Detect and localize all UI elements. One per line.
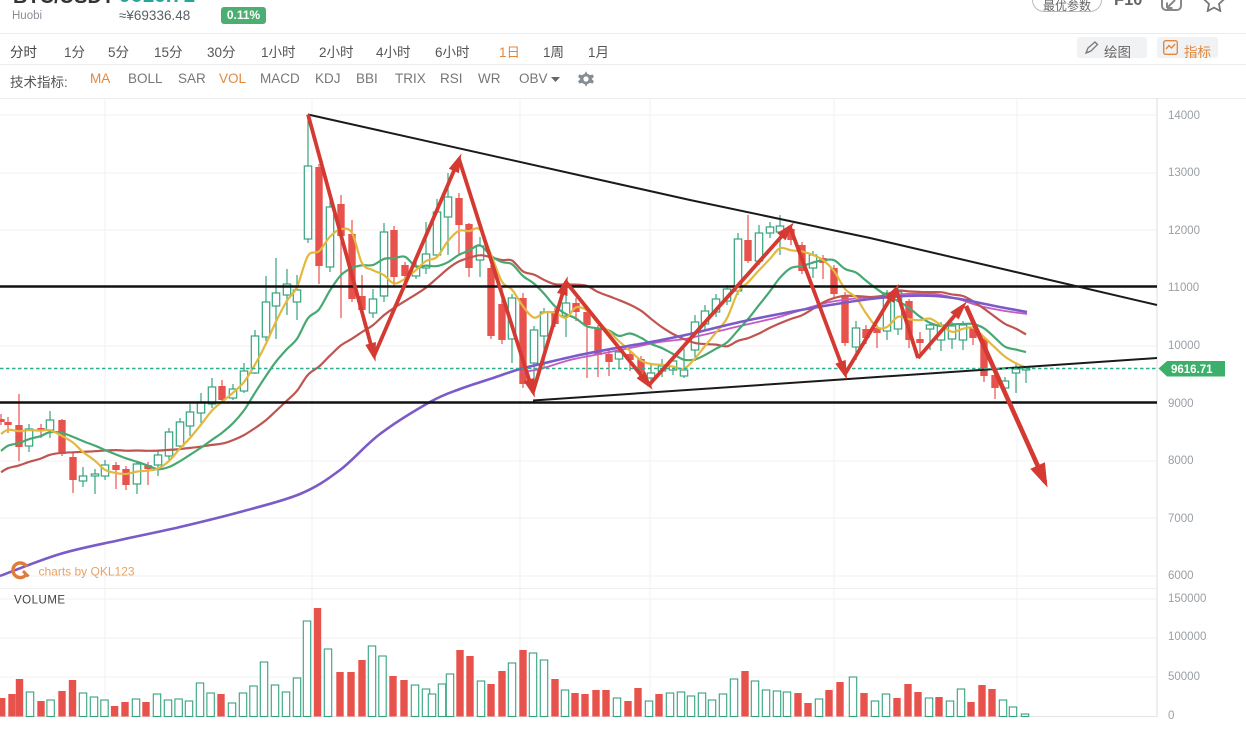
svg-text:VOLUME: VOLUME [14, 595, 66, 607]
svg-text:charts by QKL123: charts by QKL123 [39, 565, 135, 579]
svg-text:9616.71: 9616.71 [1171, 364, 1213, 376]
